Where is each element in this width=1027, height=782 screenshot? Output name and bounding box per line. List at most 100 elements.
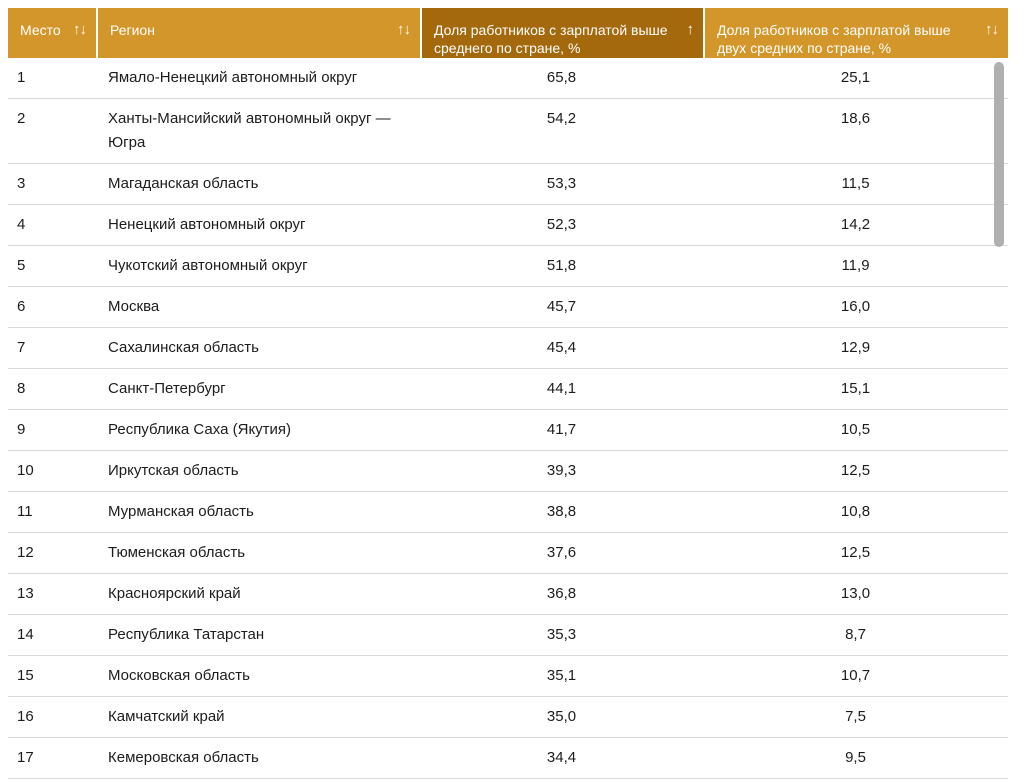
share-above-average-cell: 37,6: [546, 544, 577, 561]
rank-cell: 10: [17, 462, 34, 479]
region-cell: Санкт-Петербург: [108, 380, 226, 397]
table-row: 4 Ненецкий автономный округ 52,3 14,2: [8, 205, 1008, 246]
region-cell: Московская область: [108, 667, 250, 684]
share-above-average-cell: 44,1: [546, 380, 577, 397]
share-above-average-cell: 35,3: [546, 626, 577, 643]
column-header-region-label: Регион: [110, 22, 155, 38]
rank-cell: 12: [17, 544, 34, 561]
share-above-average-cell: 36,8: [546, 585, 577, 602]
table-row: 2 Ханты-Мансийский автономный округ — Югр…: [8, 99, 1008, 164]
share-above-average-cell: 45,7: [546, 298, 577, 315]
share-above-double-average-cell: 14,2: [840, 216, 871, 233]
column-header-share-above-average-label: Доля работников с зарплатой выше среднег…: [434, 22, 668, 56]
table-row: 3 Магаданская область 53,3 11,5: [8, 164, 1008, 205]
table-row: 13 Красноярский край 36,8 13,0: [8, 574, 1008, 615]
region-cell: Мурманская область: [108, 503, 254, 520]
share-above-double-average-cell: 10,7: [840, 667, 871, 684]
share-above-average-cell: 39,3: [546, 462, 577, 479]
column-header-place-label: Место: [20, 22, 61, 38]
table-row: 16 Камчатский край 35,0 7,5: [8, 697, 1008, 738]
share-above-average-cell: 34,4: [546, 749, 577, 766]
region-cell: Камчатский край: [108, 708, 225, 725]
column-header-share-above-double-average-label: Доля работников с зарплатой выше двух ср…: [717, 22, 951, 56]
share-above-double-average-cell: 10,5: [840, 421, 871, 438]
table-row: 10 Иркутская область 39,3 12,5: [8, 451, 1008, 492]
region-cell: Республика Татарстан: [108, 626, 265, 643]
sort-arrow-up-icon[interactable]: ↑: [686, 21, 694, 38]
region-cell: Чукотский автономный округ: [108, 257, 308, 274]
region-cell: Республика Саха (Якутия): [108, 421, 292, 438]
rank-cell: 2: [17, 110, 26, 127]
rank-cell: 14: [17, 626, 34, 643]
share-above-average-cell: 52,3: [546, 216, 577, 233]
share-above-average-cell: 54,2: [546, 110, 577, 127]
ranking-table: Место ↑↓ Регион ↑↓ Доля работников с зар…: [8, 8, 1008, 779]
column-header-share-above-average[interactable]: Доля работников с зарплатой выше среднег…: [420, 8, 703, 58]
region-cell: Кемеровская область: [108, 749, 259, 766]
share-above-double-average-cell: 25,1: [840, 69, 871, 86]
share-above-average-cell: 65,8: [546, 69, 577, 86]
column-header-place[interactable]: Место ↑↓: [8, 8, 96, 58]
region-cell: Сахалинская область: [108, 339, 259, 356]
rank-cell: 13: [17, 585, 34, 602]
share-above-double-average-cell: 18,6: [840, 110, 871, 127]
rank-cell: 15: [17, 667, 34, 684]
sort-arrows-icon[interactable]: ↑↓: [397, 21, 411, 38]
table-header: Место ↑↓ Регион ↑↓ Доля работников с зар…: [8, 8, 1008, 58]
rank-cell: 7: [17, 339, 26, 356]
table-row: 17 Кемеровская область 34,4 9,5: [8, 738, 1008, 779]
vertical-scrollbar-thumb[interactable]: [994, 62, 1004, 247]
region-cell: Ненецкий автономный округ: [108, 216, 306, 233]
share-above-average-cell: 53,3: [546, 175, 577, 192]
table-row: 7 Сахалинская область 45,4 12,9: [8, 328, 1008, 369]
share-above-double-average-cell: 16,0: [840, 298, 871, 315]
share-above-double-average-cell: 12,5: [840, 462, 871, 479]
region-cell: Магаданская область: [108, 175, 259, 192]
share-above-average-cell: 45,4: [546, 339, 577, 356]
table-row: 11 Мурманская область 38,8 10,8: [8, 492, 1008, 533]
share-above-average-cell: 38,8: [546, 503, 577, 520]
table-row: 14 Республика Татарстан 35,3 8,7: [8, 615, 1008, 656]
share-above-double-average-cell: 7,5: [845, 708, 866, 725]
share-above-double-average-cell: 13,0: [840, 585, 871, 602]
rank-cell: 3: [17, 175, 26, 192]
share-above-average-cell: 41,7: [546, 421, 577, 438]
table-row: 5 Чукотский автономный округ 51,8 11,9: [8, 246, 1008, 287]
rank-cell: 9: [17, 421, 26, 438]
share-above-double-average-cell: 10,8: [840, 503, 871, 520]
rank-cell: 11: [17, 503, 33, 520]
table-row: 6 Москва 45,7 16,0: [8, 287, 1008, 328]
table-body: 1 Ямало-Ненецкий автономный округ 65,8 25,1…: [8, 58, 1008, 779]
rank-cell: 5: [17, 257, 26, 274]
table-row: 1 Ямало-Ненецкий автономный округ 65,8 25,1: [8, 58, 1008, 99]
table-row: 9 Республика Саха (Якутия) 41,7 10,5: [8, 410, 1008, 451]
column-header-share-above-double-average[interactable]: Доля работников с зарплатой выше двух ср…: [703, 8, 1008, 58]
share-above-double-average-cell: 15,1: [840, 380, 871, 397]
region-cell: Москва: [108, 298, 160, 315]
share-above-average-cell: 35,1: [546, 667, 577, 684]
rank-cell: 6: [17, 298, 26, 315]
region-cell: Тюменская область: [108, 544, 246, 561]
region-cell: Красноярский край: [108, 585, 241, 602]
share-above-double-average-cell: 12,5: [840, 544, 871, 561]
table-row: 8 Санкт-Петербург 44,1 15,1: [8, 369, 1008, 410]
share-above-average-cell: 35,0: [546, 708, 577, 725]
share-above-double-average-cell: 9,5: [845, 749, 866, 766]
column-header-region[interactable]: Регион ↑↓: [96, 8, 420, 58]
rank-cell: 8: [17, 380, 26, 397]
rank-cell: 4: [17, 216, 26, 233]
region-cell: Ханты-Мансийский автономный округ — Югра: [108, 110, 391, 151]
region-cell: Ямало-Ненецкий автономный округ: [108, 69, 358, 86]
share-above-double-average-cell: 8,7: [845, 626, 866, 643]
share-above-double-average-cell: 11,5: [841, 175, 870, 192]
rank-cell: 1: [17, 69, 26, 86]
rank-cell: 16: [17, 708, 34, 725]
share-above-average-cell: 51,8: [546, 257, 577, 274]
rank-cell: 17: [17, 749, 34, 766]
sort-arrows-icon[interactable]: ↑↓: [985, 21, 999, 38]
share-above-double-average-cell: 11,9: [841, 257, 870, 274]
share-above-double-average-cell: 12,9: [840, 339, 871, 356]
table-row: 15 Московская область 35,1 10,7: [8, 656, 1008, 697]
sort-arrows-icon[interactable]: ↑↓: [73, 21, 87, 38]
table-row: 12 Тюменская область 37,6 12,5: [8, 533, 1008, 574]
